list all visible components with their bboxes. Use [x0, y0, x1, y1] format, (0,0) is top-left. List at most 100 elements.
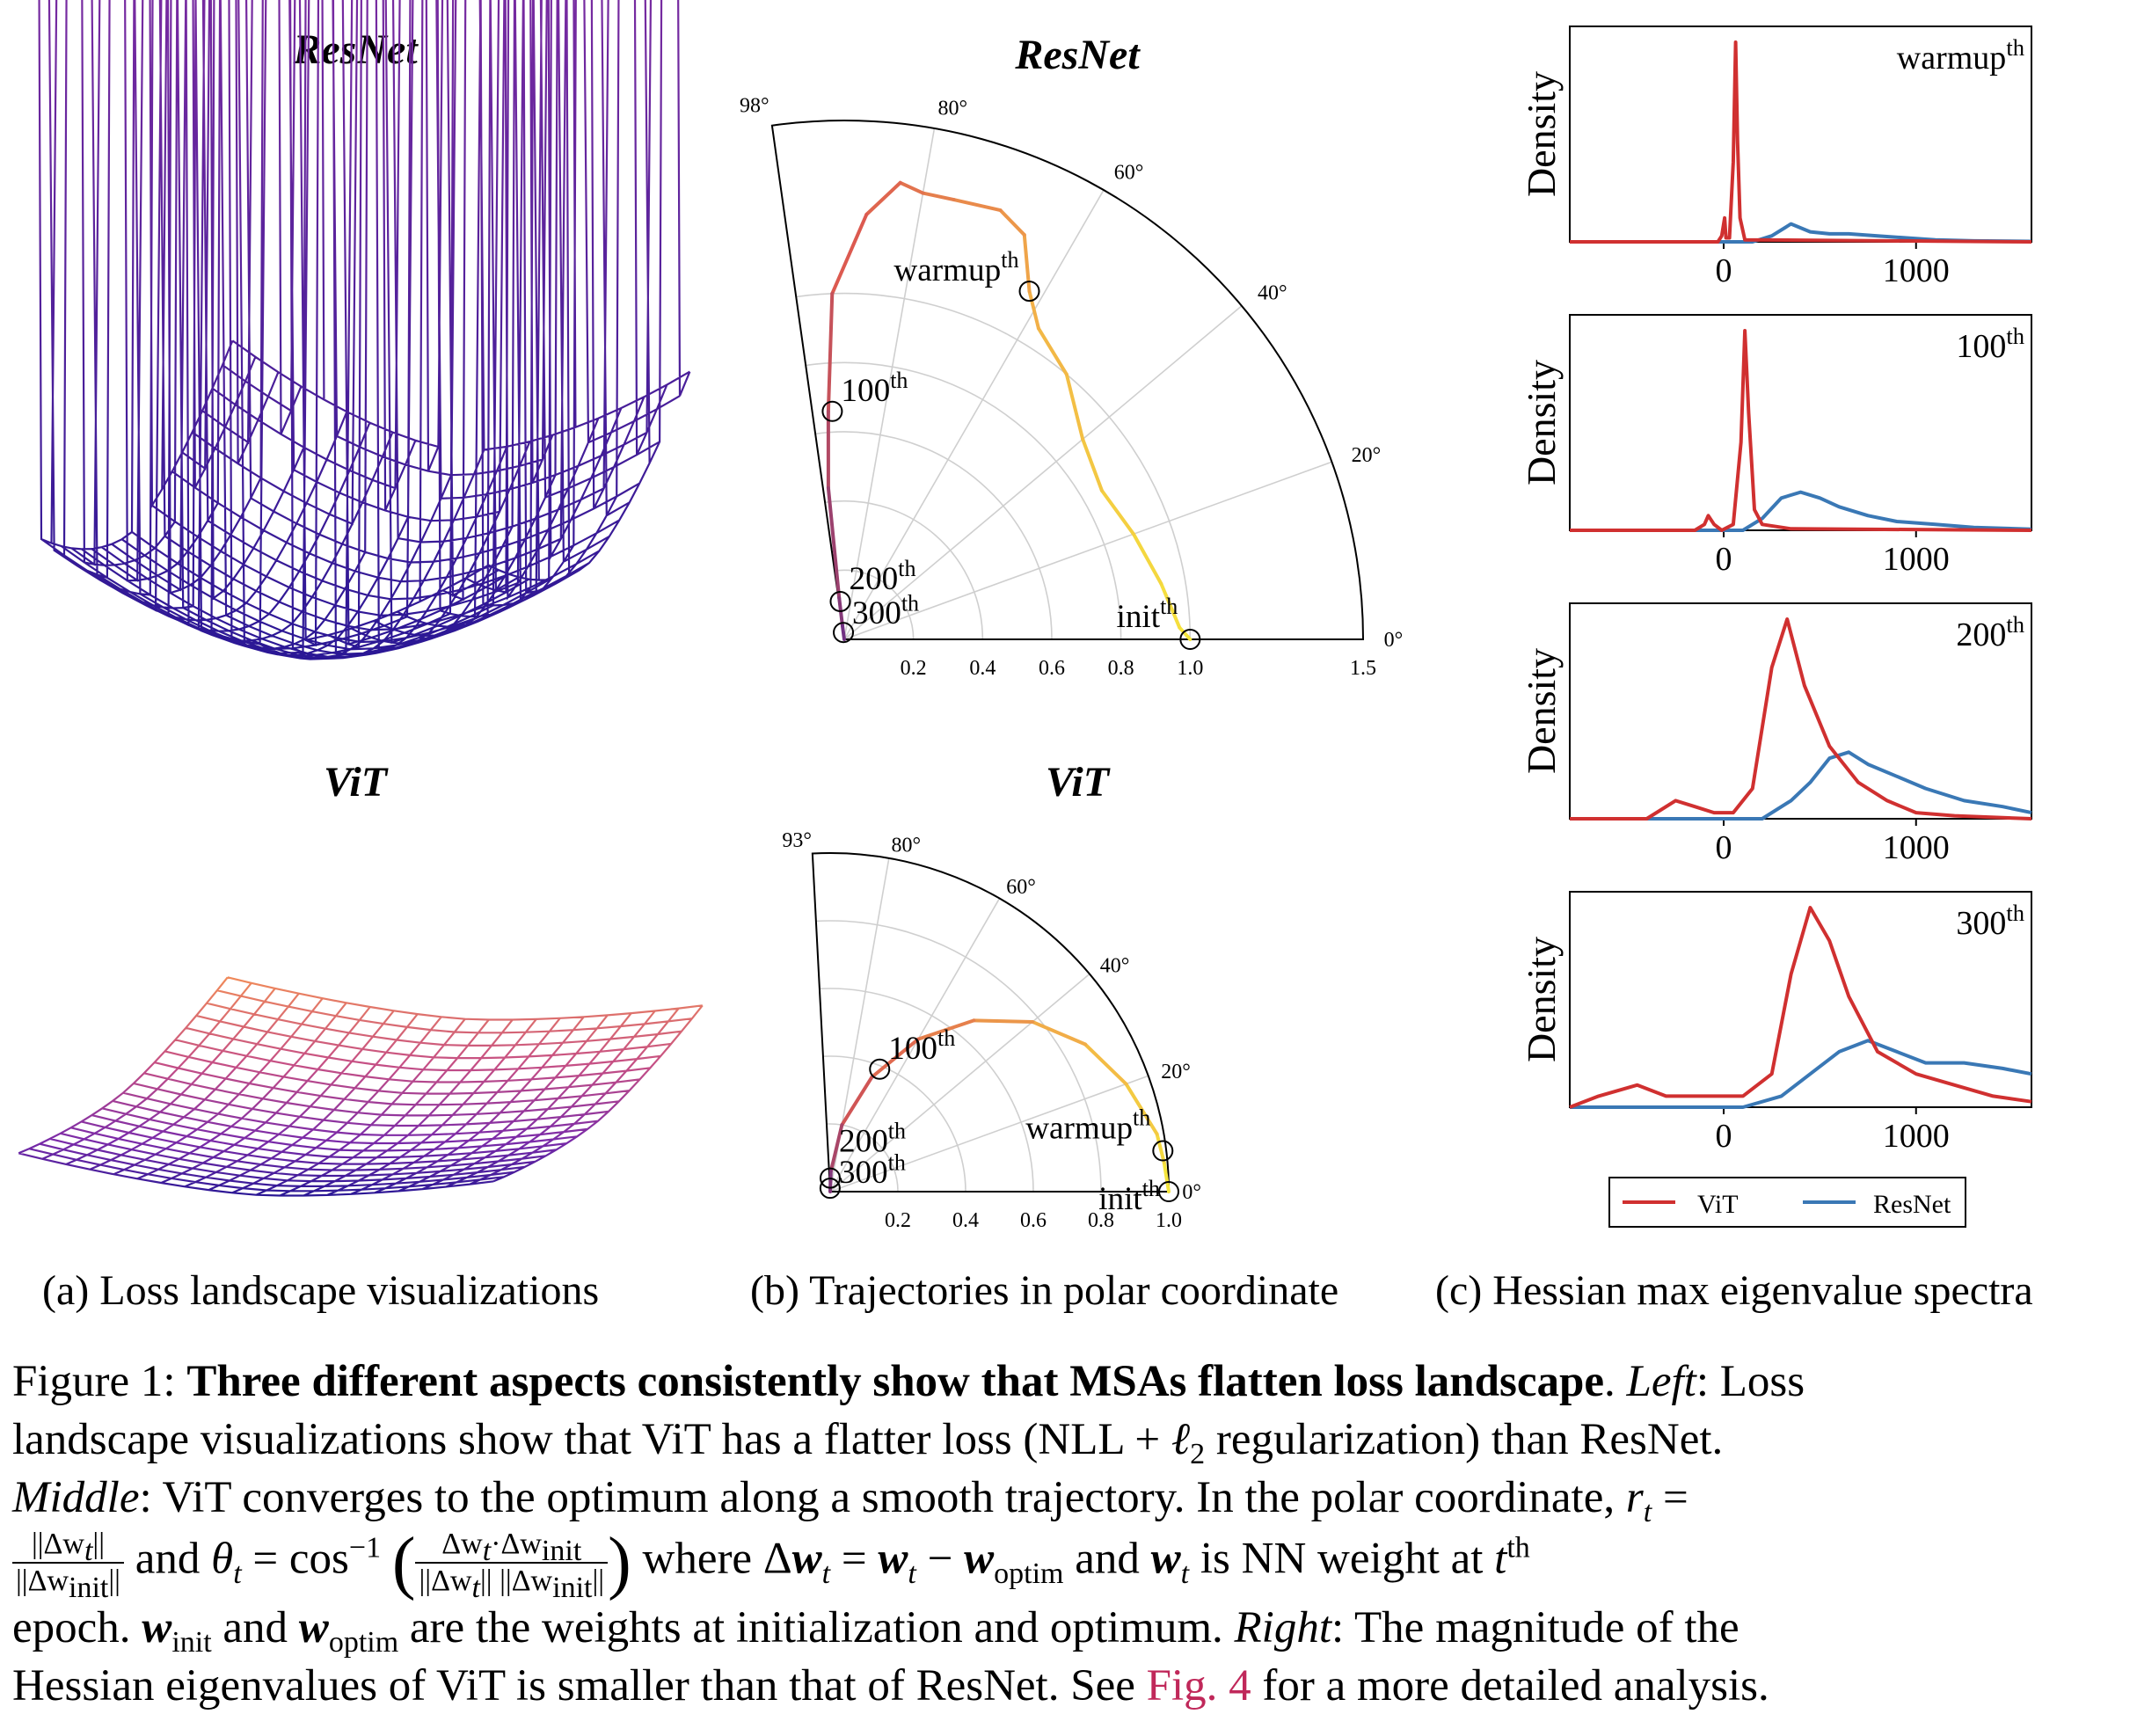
angle-tick-label: 40° — [1100, 955, 1130, 978]
resnet-loss-landscape — [38, 0, 691, 660]
radial-tick-label: 0.8 — [1088, 1209, 1114, 1232]
x-tick-label: 1000 — [1883, 829, 1950, 866]
fraction-theta: Δwt·Δwinit ||Δwt|| ||Δwinit|| — [415, 1527, 609, 1602]
trajectory-segment — [1099, 488, 1135, 536]
caption-line-2: landscape visualizations show that ViT h… — [12, 1415, 1724, 1471]
epoch-marker — [1018, 281, 1040, 303]
density-epoch-label: 300th — [1956, 900, 2024, 942]
density-ylabel: Density — [1519, 360, 1564, 485]
caption-c: (c) Hessian max eigenvalue spectra — [1435, 1267, 2033, 1314]
density-subplot: Density 100th 0 1000 — [1519, 314, 2032, 578]
radial-tick-label: 1.5 — [1350, 657, 1376, 680]
epoch-label: initth — [1098, 1176, 1160, 1217]
caption-line-5: epoch. winit and woptim are the weights … — [12, 1603, 1740, 1659]
trajectory-segment — [898, 180, 925, 195]
legend-label-resnet: ResNet — [1873, 1190, 1951, 1219]
x-tick-label: 0 — [1716, 252, 1732, 289]
trajectory-segment — [864, 180, 902, 216]
angle-tick-label: 93° — [782, 829, 812, 852]
trajectory-segment — [998, 208, 1026, 237]
caption-line-1: Figure 1: Three different aspects consis… — [12, 1357, 1805, 1406]
trajectory-resnet-title: ResNet — [1014, 32, 1141, 78]
caption-line-6: Hessian eigenvalues of ViT is smaller th… — [12, 1661, 1769, 1710]
epoch-marker — [1158, 1181, 1179, 1202]
grid-spoke — [829, 898, 1001, 1193]
angle-tick-label: 98° — [740, 94, 769, 117]
x-tick-label: 1000 — [1883, 252, 1950, 289]
x-tick-label: 0 — [1716, 829, 1732, 866]
density-epoch-label: 200th — [1956, 611, 2024, 653]
polar-frame — [770, 120, 1365, 640]
trajectory-segment — [916, 1018, 976, 1041]
density-subplot: Density warmupth 0 1000 — [1519, 26, 2032, 289]
grid-arc — [824, 500, 984, 640]
caption-b: (b) Trajectories in polar coordinate — [750, 1267, 1339, 1314]
trajectory-segment — [1162, 1160, 1171, 1193]
trajectory-segment — [840, 1075, 874, 1127]
trajectory-segment — [1031, 1019, 1088, 1047]
grid-spoke — [843, 128, 936, 640]
trajectory-segment — [828, 1123, 844, 1173]
density-line-vit — [1570, 329, 2032, 532]
density-frame — [1569, 891, 2032, 1108]
trajectory-segment — [952, 198, 1003, 213]
density-ylabel: Density — [1519, 648, 1564, 774]
mesh-wireframe — [38, 0, 691, 660]
density-epoch-label: 100th — [1956, 323, 2024, 365]
x-tick-label: 1000 — [1883, 541, 1950, 578]
epoch-marker — [829, 590, 851, 612]
density-line-vit — [1570, 40, 2032, 244]
trajectory-segment — [826, 485, 842, 601]
trajectory-segment — [1159, 581, 1182, 630]
grid-arc — [819, 988, 1034, 1193]
caption-line-3: Middle: ViT converges to the optimum alo… — [12, 1473, 1688, 1529]
epoch-label: 200th — [849, 556, 915, 597]
epoch-label: warmupth — [1025, 1105, 1150, 1147]
vit-loss-landscape — [18, 976, 704, 1197]
trajectory-segment — [1178, 625, 1192, 641]
trajectory-segment — [921, 191, 956, 202]
angle-tick-label: 20° — [1352, 444, 1382, 467]
angle-tick-label: 0° — [1384, 629, 1404, 652]
grid-spoke — [843, 461, 1332, 640]
trajectory-segment — [1124, 1082, 1159, 1136]
angle-tick-label: 0° — [1182, 1181, 1201, 1204]
epoch-label: 100th — [888, 1025, 955, 1067]
density-line-resnet — [1570, 1039, 2032, 1109]
polar-vit-chart: 93° 80° 60° 40° 20° 0° 0.2 0.4 0.6 0.8 1.0 100th 200… — [782, 829, 1201, 1232]
epoch-marker — [821, 400, 843, 422]
trajectory-segment — [1064, 372, 1085, 441]
caption-a: (a) Loss landscape visualizations — [42, 1267, 600, 1314]
epoch-marker — [1179, 629, 1201, 650]
landscape-vit-title: ViT — [324, 759, 389, 806]
epoch-label: initth — [1116, 594, 1178, 635]
trajectory-segment — [1027, 289, 1040, 331]
figure-1: ResNet ViT ResNet 98° 80° 60° 40° 20° 0° 0.2 0.… — [18, 0, 2032, 1232]
density-ylabel: Density — [1519, 71, 1564, 197]
density-line-resnet — [1570, 490, 2032, 532]
grid-spoke — [843, 189, 1105, 640]
grid-spoke — [829, 1075, 1149, 1193]
density-ylabel: Density — [1519, 937, 1564, 1062]
grid-arc — [834, 569, 915, 640]
grid-spoke — [829, 973, 1090, 1193]
fig-4-link[interactable]: Fig. 4 — [1146, 1661, 1251, 1710]
trajectory-segment — [1083, 1042, 1128, 1086]
epoch-marker — [869, 1058, 891, 1080]
angle-tick-label: 20° — [1161, 1061, 1191, 1083]
angle-tick-label: 60° — [1006, 876, 1036, 899]
epoch-marker — [1152, 1140, 1174, 1162]
radial-tick-label: 0.4 — [952, 1209, 979, 1232]
grid-arc — [796, 292, 1192, 640]
trajectory-vit-title: ViT — [1046, 759, 1111, 806]
epoch-label: 300th — [852, 590, 919, 631]
legend-label-vit: ViT — [1697, 1190, 1739, 1219]
polar-resnet-chart: 98° 80° 60° 40° 20° 0° 0.2 0.4 0.6 0.8 1.0 1.5 warmu… — [740, 94, 1403, 680]
epoch-marker — [820, 1167, 841, 1189]
epoch-label: warmupth — [893, 247, 1018, 288]
grid-spoke — [843, 305, 1243, 640]
mesh-wireframe — [18, 976, 704, 1197]
radial-tick-label: 1.0 — [1177, 657, 1203, 680]
angle-tick-label: 40° — [1258, 282, 1287, 305]
